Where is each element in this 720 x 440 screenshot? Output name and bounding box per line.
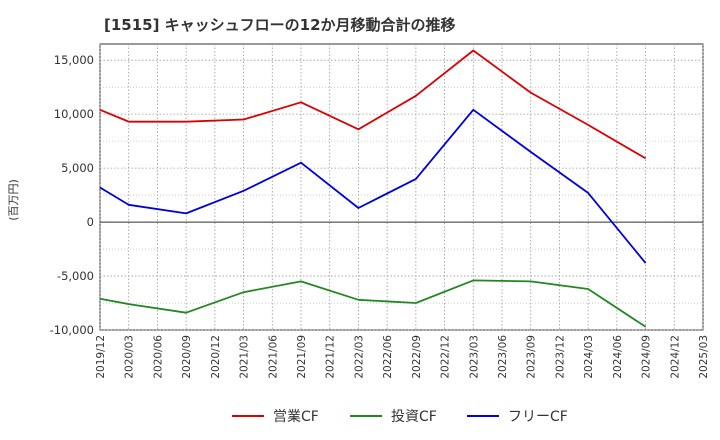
legend-label-2: 投資CF [391, 409, 437, 425]
series-line-2 [99, 279, 647, 328]
x-tick-label: 2024/03 [583, 335, 595, 379]
x-tick-label: 2021/03 [239, 335, 251, 379]
legend-label-1: 営業CF [273, 409, 319, 425]
x-tick-label: 2023/12 [554, 335, 566, 379]
legend-label-3: フリーCF [508, 409, 568, 425]
x-tick-label: 2022/12 [440, 335, 452, 379]
legend: 営業CF 投資CF フリーCF [232, 409, 568, 425]
x-tick-label: 2025/03 [698, 335, 710, 379]
x-tick-label: 2020/06 [152, 335, 164, 379]
x-tick-label: 2022/03 [353, 335, 365, 379]
y-tick-label: 0 [87, 215, 94, 229]
x-tick-label: 2024/12 [669, 335, 681, 379]
x-tick-label: 2023/09 [526, 335, 538, 379]
x-tick-label: 2020/09 [181, 335, 193, 379]
y-tick-label: -5,000 [57, 269, 94, 283]
x-tick-label: 2022/06 [382, 335, 394, 379]
x-tick-label: 2019/12 [95, 335, 107, 379]
y-tick-label: -10,000 [50, 323, 94, 337]
x-tick-label: 2020/12 [210, 335, 222, 379]
series-line-1 [99, 49, 647, 160]
chart-title: [1515] キャッシュフローの12か月移動合計の推移 [104, 16, 456, 34]
x-tick-label: 2021/06 [267, 335, 279, 379]
x-tick-label: 2021/12 [325, 335, 337, 379]
x-tick-label: 2024/09 [641, 335, 653, 379]
y-tick-label: 10,000 [54, 107, 94, 121]
x-tick-label: 2021/09 [296, 335, 308, 379]
y-axis-label: (百万円) [7, 179, 20, 221]
grid-lines [99, 44, 704, 331]
y-tick-label: 5,000 [61, 161, 94, 175]
x-tick-label: 2022/09 [411, 335, 423, 379]
y-tick-label: 15,000 [54, 53, 94, 67]
series-lines [99, 49, 647, 328]
x-tick-label: 2024/06 [612, 335, 624, 379]
y-tick-labels: 15,000 10,000 5,000 0 -5,000 -10,000 [50, 53, 94, 337]
series-line-3 [99, 108, 647, 264]
x-tick-labels: 2019/12 2020/03 2020/06 2020/09 2020/12 2021/… [95, 335, 710, 379]
x-tick-label: 2020/03 [124, 335, 136, 379]
x-tick-label: 2023/03 [468, 335, 480, 379]
x-tick-label: 2023/06 [497, 335, 509, 379]
